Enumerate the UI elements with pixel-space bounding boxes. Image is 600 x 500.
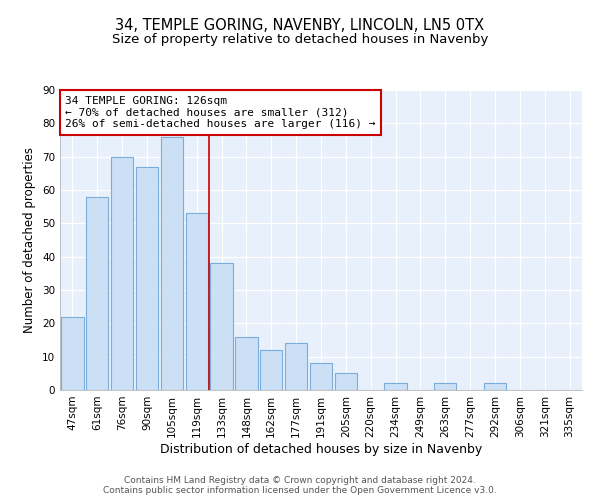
Bar <box>484 384 506 390</box>
Bar <box>111 156 133 390</box>
Bar <box>335 374 357 390</box>
Bar <box>161 136 183 390</box>
Bar <box>211 264 233 390</box>
Text: 34 TEMPLE GORING: 126sqm
← 70% of detached houses are smaller (312)
26% of semi-: 34 TEMPLE GORING: 126sqm ← 70% of detach… <box>65 96 376 129</box>
Bar <box>285 344 307 390</box>
Bar <box>86 196 109 390</box>
Bar <box>235 336 257 390</box>
Y-axis label: Number of detached properties: Number of detached properties <box>23 147 37 333</box>
Bar <box>434 384 457 390</box>
Bar <box>185 214 208 390</box>
X-axis label: Distribution of detached houses by size in Navenby: Distribution of detached houses by size … <box>160 442 482 456</box>
Bar <box>310 364 332 390</box>
Text: 34, TEMPLE GORING, NAVENBY, LINCOLN, LN5 0TX: 34, TEMPLE GORING, NAVENBY, LINCOLN, LN5… <box>115 18 485 32</box>
Bar <box>136 166 158 390</box>
Text: Size of property relative to detached houses in Navenby: Size of property relative to detached ho… <box>112 32 488 46</box>
Text: Contains HM Land Registry data © Crown copyright and database right 2024.
Contai: Contains HM Land Registry data © Crown c… <box>103 476 497 495</box>
Bar <box>260 350 283 390</box>
Bar <box>61 316 83 390</box>
Bar <box>385 384 407 390</box>
